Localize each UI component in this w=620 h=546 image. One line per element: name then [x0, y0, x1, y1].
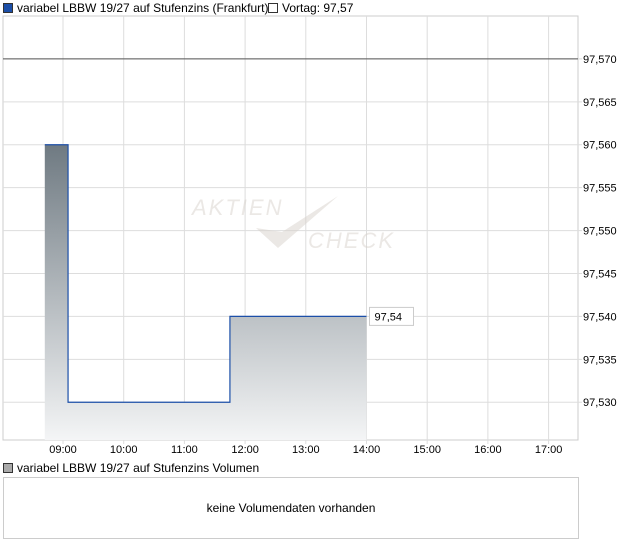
y-tick-label: 97,535 — [583, 354, 617, 366]
y-tick-label: 97,555 — [583, 183, 617, 195]
y-tick-label: 97,550 — [583, 226, 617, 238]
series-area — [44, 144, 367, 440]
x-tick-label: 15:00 — [413, 444, 441, 456]
svg-text:CHECK: CHECK — [308, 228, 395, 253]
price-chart: AKTIEN CHECK 09:00 10:00 11:00 12:00 13:00 14… — [2, 15, 617, 456]
x-tick-label: 12:00 — [231, 444, 259, 456]
x-tick-label: 14:00 — [353, 444, 381, 456]
last-value-box — [369, 306, 414, 326]
svg-text:AKTIEN: AKTIEN — [190, 195, 283, 220]
x-tick-label: 17:00 — [535, 444, 563, 456]
volume-legend: variabel LBBW 19/27 auf Stufenzins Volum… — [3, 461, 259, 475]
legend-series-label: variabel LBBW 19/27 auf Stufenzins (Fran… — [17, 1, 269, 15]
x-tick-label: 10:00 — [110, 444, 138, 456]
watermark: AKTIEN CHECK — [190, 195, 395, 253]
y-tick-label: 97,565 — [583, 97, 617, 109]
legend-previous: Vortag: 97,57 — [268, 1, 353, 15]
legend-series: variabel LBBW 19/27 auf Stufenzins (Fran… — [3, 1, 268, 15]
y-tick-label: 97,560 — [583, 140, 617, 152]
series-line — [44, 144, 367, 403]
x-tick-label: 13:00 — [292, 444, 320, 456]
y-tick-label: 97,545 — [583, 268, 617, 280]
legend-previous-label: Vortag: 97,57 — [282, 1, 354, 15]
x-tick-label: 11:00 — [171, 444, 198, 456]
x-tick-label: 09:00 — [49, 444, 77, 456]
y-tick-label: 97,540 — [583, 311, 617, 323]
volume-panel: keine Volumendaten vorhanden — [3, 477, 579, 539]
series-swatch-icon — [3, 3, 13, 13]
volume-message: keine Volumendaten vorhanden — [206, 501, 376, 515]
previous-swatch-icon — [268, 3, 278, 13]
last-value-label: 97,54 — [375, 311, 403, 323]
volume-swatch-icon — [3, 463, 13, 473]
x-tick-label: 16:00 — [474, 444, 502, 456]
volume-label: variabel LBBW 19/27 auf Stufenzins Volum… — [17, 461, 260, 475]
y-tick-label: 97,530 — [583, 397, 617, 409]
y-tick-label: 97,570 — [583, 54, 617, 66]
